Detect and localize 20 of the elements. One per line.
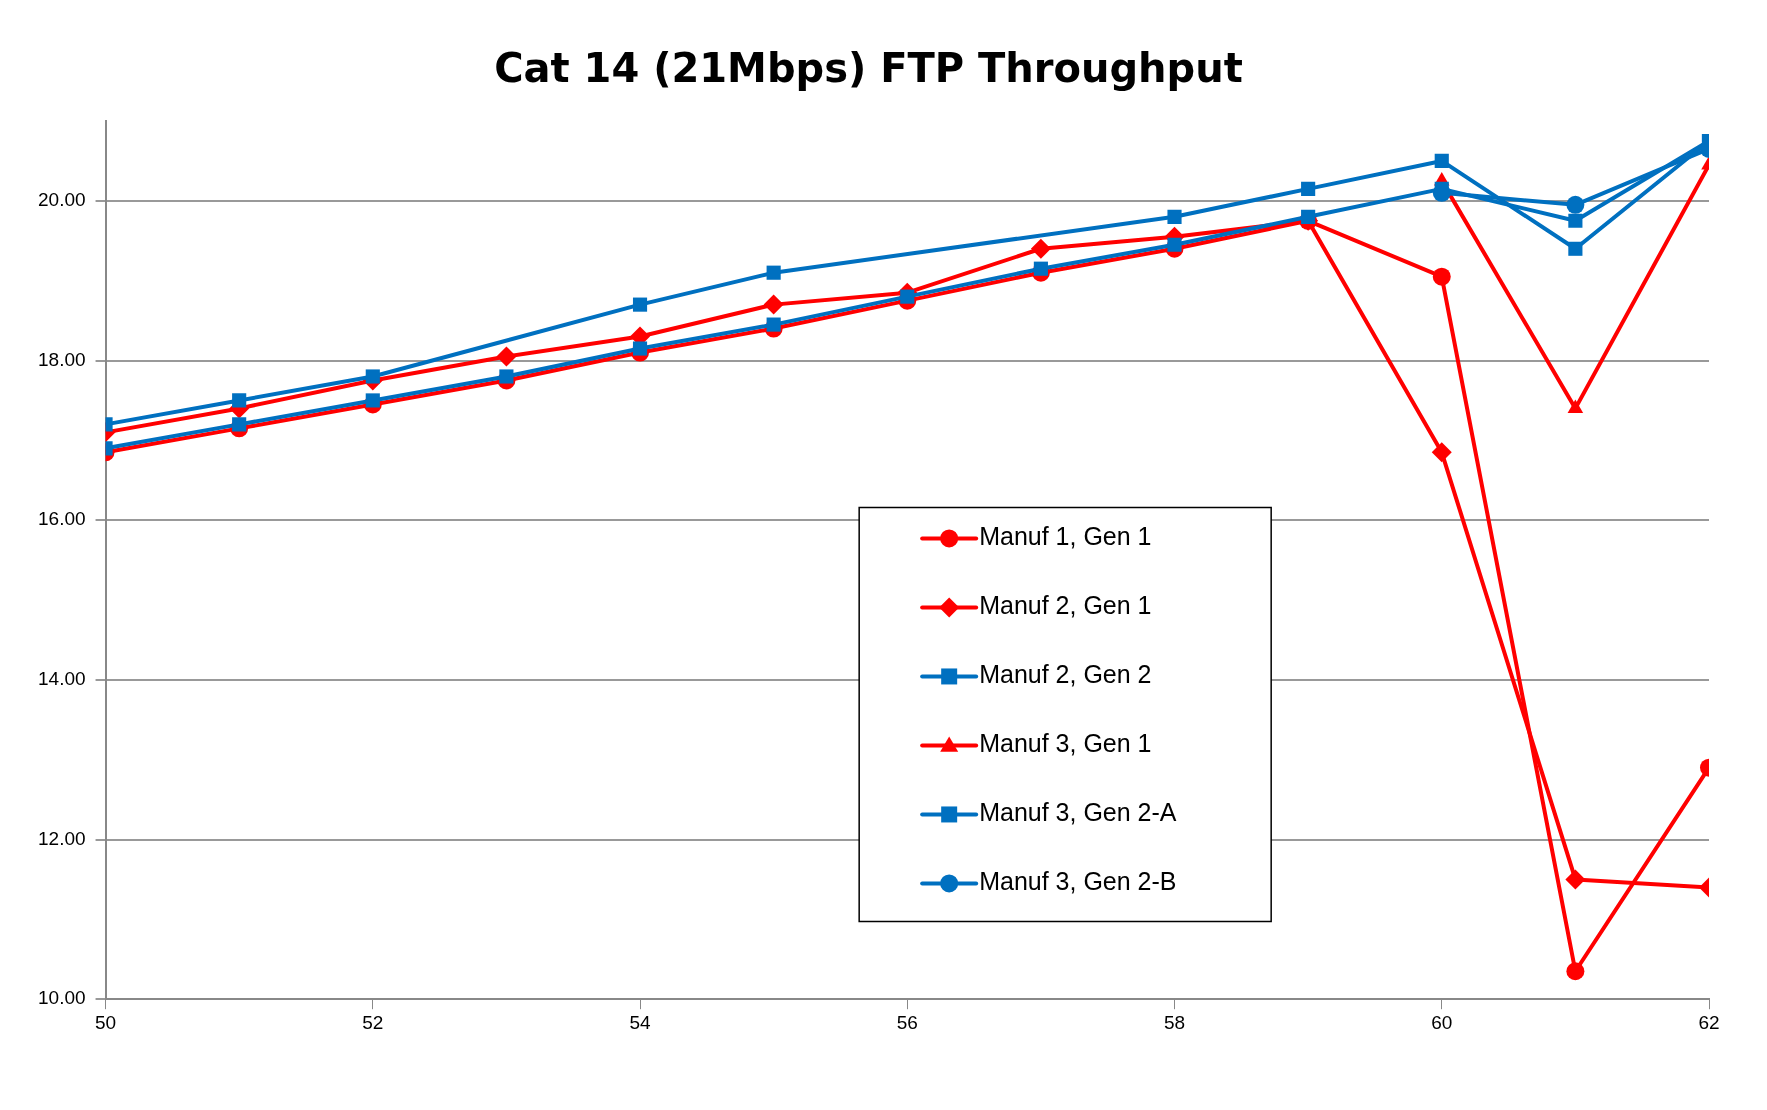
legend-label: Manuf 2, Gen 2 [979, 660, 1152, 689]
x-tick-label: 62 [1698, 1011, 1720, 1033]
y-tick-label: 14.00 [38, 668, 86, 690]
legend-label: Manuf 3, Gen 2-B [979, 867, 1177, 896]
x-tick-label: 54 [629, 1011, 652, 1033]
x-tick-label: 52 [362, 1011, 384, 1033]
legend-label: Manuf 1, Gen 1 [979, 522, 1152, 551]
y-tick-label: 20.00 [38, 189, 86, 211]
x-tick-label: 50 [94, 1011, 117, 1033]
x-tick-label: 56 [896, 1011, 918, 1033]
x-tick-label: 58 [1163, 1011, 1186, 1033]
x-tick-label: 60 [1431, 1011, 1453, 1033]
legend-label: Manuf 3, Gen 1 [979, 729, 1152, 758]
legend-label: Manuf 3, Gen 2-A [979, 798, 1177, 827]
y-tick-label: 10.00 [38, 987, 86, 1009]
y-tick-label: 18.00 [38, 348, 86, 370]
y-tick-label: 16.00 [38, 508, 86, 530]
chart-title: Cat 14 (21Mbps) FTP Throughput [494, 45, 1243, 92]
legend-label: Manuf 2, Gen 1 [979, 591, 1152, 620]
y-tick-label: 12.00 [38, 827, 86, 849]
